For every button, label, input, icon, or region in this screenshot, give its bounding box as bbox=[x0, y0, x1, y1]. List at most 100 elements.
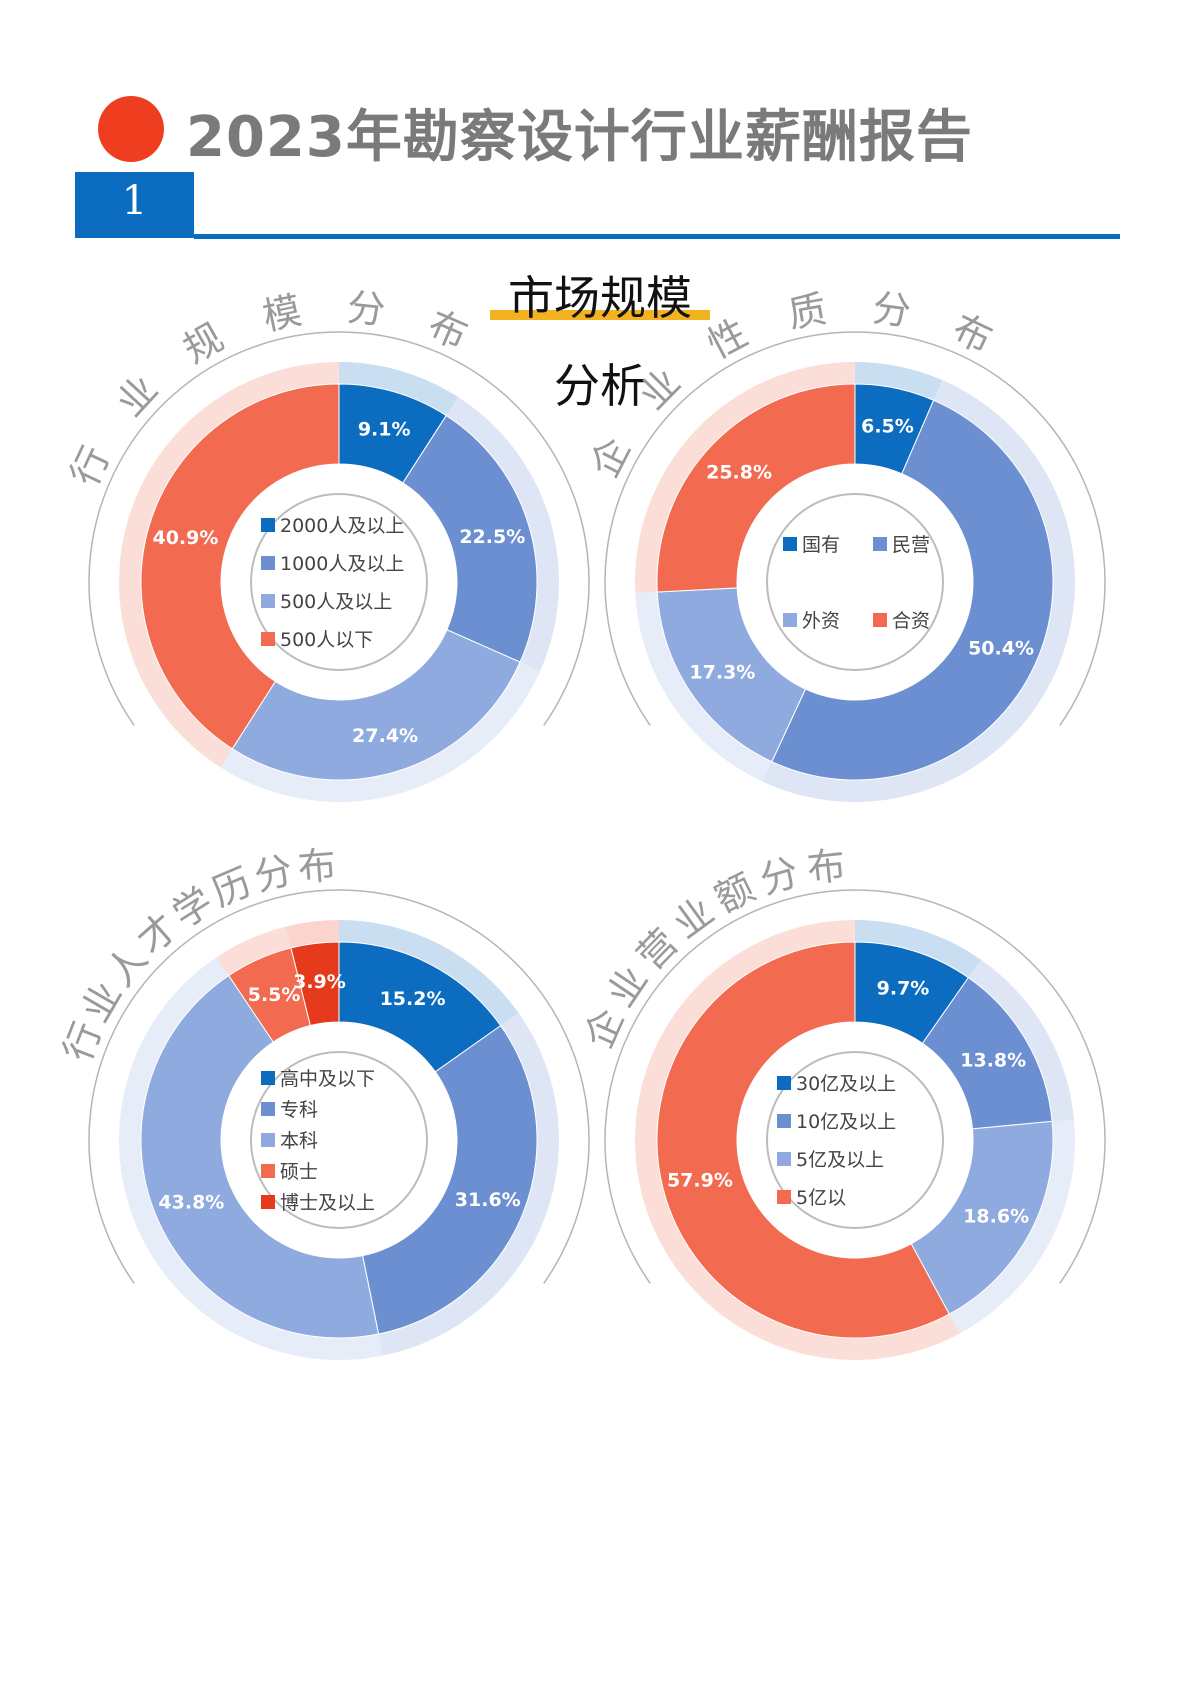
chart-title-char: 分 bbox=[870, 286, 914, 335]
legend-swatch bbox=[777, 1190, 791, 1204]
data-label: 27.4% bbox=[352, 725, 418, 747]
donut-segment bbox=[361, 1024, 538, 1335]
halo-segment bbox=[118, 362, 339, 768]
section-title-line2: 分析 bbox=[554, 359, 646, 413]
outer-arc bbox=[604, 889, 1106, 1284]
chart-title-char: 布 bbox=[296, 843, 337, 890]
donut-segment bbox=[231, 629, 521, 781]
data-label: 9.7% bbox=[877, 977, 930, 999]
legend-swatch bbox=[261, 1164, 275, 1178]
data-label: 17.3% bbox=[689, 662, 755, 684]
donut-segment bbox=[656, 941, 950, 1339]
section-title: 市场规模 bbox=[508, 271, 692, 325]
donut-segment bbox=[771, 399, 1054, 781]
halo-segment bbox=[855, 362, 943, 401]
legend-swatch bbox=[261, 632, 275, 646]
inner-ring bbox=[250, 1051, 428, 1229]
data-label: 5.5% bbox=[248, 984, 301, 1006]
chart-title-char: 规 bbox=[176, 315, 231, 372]
chart-title-char: 布 bbox=[805, 843, 847, 891]
header-dot bbox=[98, 96, 164, 162]
legend-label: 30亿及以上 bbox=[796, 1073, 896, 1095]
data-label: 31.6% bbox=[455, 1189, 521, 1211]
chart-title-char: 布 bbox=[946, 306, 999, 362]
data-label: 6.5% bbox=[861, 415, 914, 437]
donut-chart-3: 15.2%31.6%43.8%5.5%3.9%高中及以下专科本科硕士博士及以上行… bbox=[55, 843, 590, 1360]
section-number: 1 bbox=[121, 178, 148, 224]
donut-segment bbox=[656, 383, 856, 593]
chart-title-char: 业 bbox=[108, 367, 166, 425]
legend-swatch bbox=[777, 1114, 791, 1128]
section-divider bbox=[194, 234, 1120, 239]
halo-segment bbox=[446, 397, 559, 672]
legend-label: 博士及以上 bbox=[280, 1192, 375, 1214]
legend-swatch bbox=[261, 1071, 275, 1085]
donut-hole bbox=[738, 1023, 972, 1257]
halo-segment bbox=[216, 926, 291, 976]
section-title-underline bbox=[490, 310, 710, 320]
legend-swatch bbox=[261, 1102, 275, 1116]
halo-segment bbox=[285, 920, 339, 948]
inner-ring bbox=[766, 493, 944, 671]
legend-swatch bbox=[873, 613, 887, 627]
legend-label: 5亿及以上 bbox=[796, 1149, 884, 1171]
data-label: 25.8% bbox=[706, 462, 772, 484]
donut-chart-1: 9.1% 22.5% 27.4% 40.9% 2000人及以上 1000人及以上 500人及… bbox=[62, 285, 590, 802]
donut-chart-4: 9.7%13.8%18.6%57.9%30亿及以上10亿及以上5亿及以上5亿以企… bbox=[576, 843, 1106, 1360]
data-label: 9.1% bbox=[358, 419, 411, 441]
legend-label: 民营 bbox=[892, 534, 930, 556]
halo-segment bbox=[635, 591, 772, 782]
legend-label: 2000人及以上 bbox=[280, 515, 404, 537]
donut-hole bbox=[222, 1023, 456, 1257]
chart-title-char: 行 bbox=[62, 439, 118, 492]
legend-label: 10亿及以上 bbox=[796, 1111, 896, 1133]
legend-swatch bbox=[261, 594, 275, 608]
legend-label: 国有 bbox=[802, 534, 840, 556]
donut-segment bbox=[140, 383, 340, 750]
legend-swatch bbox=[777, 1152, 791, 1166]
data-label: 13.8% bbox=[960, 1049, 1026, 1071]
legend-label: 高中及以下 bbox=[280, 1068, 375, 1090]
section-number-box: 1 bbox=[75, 172, 194, 238]
chart-title-char: 业 bbox=[631, 360, 689, 418]
legend-swatch bbox=[873, 537, 887, 551]
outer-arc bbox=[604, 331, 1106, 726]
halo-segment bbox=[339, 920, 519, 1026]
donut-segment bbox=[402, 414, 538, 663]
chart-title-char: 质 bbox=[785, 287, 830, 337]
legend-label: 5亿以 bbox=[796, 1187, 846, 1209]
donut-segment bbox=[290, 941, 340, 1027]
halo-segment bbox=[339, 362, 459, 416]
donut-chart-2: 6.5% 50.4% 17.3% 25.8% 国有 民营外资 合资 企业性质分布 bbox=[582, 286, 1106, 802]
data-label: 40.9% bbox=[152, 527, 218, 549]
halo-segment bbox=[968, 959, 1075, 1122]
outer-arc bbox=[88, 889, 590, 1284]
halo-segment bbox=[855, 920, 981, 978]
chart-title-char: 分 bbox=[755, 850, 804, 903]
chart-title-char: 性 bbox=[701, 311, 755, 368]
data-label: 22.5% bbox=[459, 526, 525, 548]
legend-swatch bbox=[783, 613, 797, 627]
chart-title-char: 企 bbox=[582, 430, 638, 484]
chart-title-char: 分 bbox=[250, 848, 297, 900]
inner-ring bbox=[250, 493, 428, 671]
data-label: 57.9% bbox=[667, 1169, 733, 1191]
data-label: 3.9% bbox=[293, 971, 346, 993]
legend-label: 500人及以上 bbox=[280, 591, 392, 613]
legend-swatch bbox=[261, 1133, 275, 1147]
legend-swatch bbox=[783, 537, 797, 551]
legend-swatch bbox=[261, 518, 275, 532]
chart-title-char: 模 bbox=[259, 288, 305, 339]
outer-arc bbox=[88, 331, 590, 726]
donut-hole bbox=[222, 465, 456, 699]
halo-segment bbox=[949, 1119, 1075, 1334]
legend-label: 1000人及以上 bbox=[280, 553, 404, 575]
legend-label: 本科 bbox=[280, 1130, 318, 1152]
legend-label: 合资 bbox=[892, 610, 930, 632]
section-title-block: 市场规模 bbox=[490, 262, 710, 325]
data-label: 18.6% bbox=[963, 1205, 1029, 1227]
data-label: 50.4% bbox=[968, 637, 1034, 659]
legend-label: 硕士 bbox=[280, 1161, 318, 1183]
data-label: 43.8% bbox=[158, 1192, 224, 1214]
